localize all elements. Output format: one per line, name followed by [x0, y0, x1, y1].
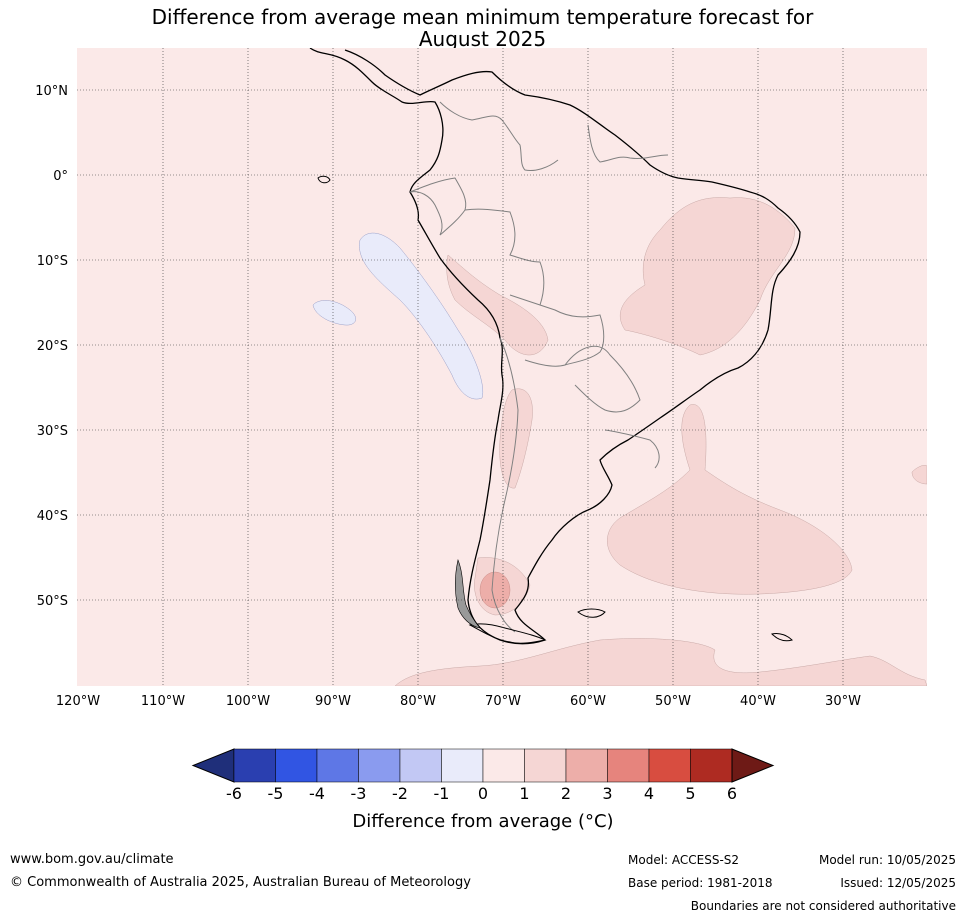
footer-copyright: © Commonwealth of Australia 2025, Austra…: [10, 875, 471, 890]
colorbar: -6 -5 -4 -3 -2 -1 0 1 2 3 4 5 6 Difference from aver…: [191, 748, 775, 832]
lat-label-30s: 30°S: [37, 424, 68, 439]
colorbar-extend-left: [191, 748, 235, 783]
colorbar-boxes: [233, 748, 733, 783]
chart-title-line-1: Difference from average mean minimum tem…: [151, 5, 814, 29]
colorbar-box: [482, 748, 525, 783]
lat-label-10s: 10°S: [37, 254, 68, 269]
colorbar-extend-right: [731, 748, 775, 783]
anomaly-region-south-atlantic: [607, 404, 853, 595]
lon-label-60w: 60°W: [570, 694, 606, 709]
lat-label-20s: 20°S: [37, 339, 68, 354]
border-paraguay: [564, 345, 641, 413]
colorbar-box: [275, 748, 318, 783]
colorbar-tick-labels: -6 -5 -4 -3 -2 -1 0 1 2 3 4 5 6: [226, 784, 737, 803]
footer-website[interactable]: www.bom.gov.au/climate: [10, 852, 174, 867]
border-bolivia: [509, 294, 605, 367]
country-borders: [409, 101, 669, 633]
footer-issued: Issued: 12/05/2025: [840, 876, 956, 890]
cool-region-pacific-2: [312, 300, 356, 326]
lon-label-100w: 100°W: [226, 694, 270, 709]
colorbar-tick-label: -1: [434, 784, 450, 803]
island-tierra-del-fuego: [468, 623, 547, 644]
border-peru-brazil: [464, 208, 545, 306]
chart-title-line-2: August 2025: [418, 27, 547, 51]
colorbar-tick-label: -2: [392, 784, 408, 803]
map-area: [77, 48, 927, 686]
colorbar-tick-label: 2: [561, 784, 571, 803]
lat-label-0: 0°: [53, 169, 68, 184]
lon-label-30w: 30°W: [825, 694, 861, 709]
latitude-labels: 10°N 0° 10°S 20°S 30°S 40°S 50°S: [35, 84, 68, 609]
border-guianas: [587, 124, 669, 163]
island-south-georgia: [771, 633, 793, 642]
lon-label-80w: 80°W: [400, 694, 436, 709]
colorbar-box: [565, 748, 608, 783]
lat-label-40s: 40°S: [37, 509, 68, 524]
colorbar-box: [648, 748, 691, 783]
colorbar-box: [690, 748, 733, 783]
lon-label-90w: 90°W: [315, 694, 351, 709]
longitude-labels: 120°W 110°W 100°W 90°W 80°W 70°W 60°W 50…: [56, 694, 861, 709]
colorbar-box: [524, 748, 567, 783]
colorbar-box: [358, 748, 401, 783]
border-uruguay: [604, 429, 660, 469]
colorbar-tick-label: 1: [519, 784, 529, 803]
border-chile-argentina: [491, 337, 519, 633]
border-ecuador: [409, 191, 443, 236]
cool-region-pacific-1: [359, 232, 484, 400]
colorbar-box: [441, 748, 484, 783]
colorbar-tick-label: -3: [351, 784, 367, 803]
anomaly-1-2-regions: [394, 197, 927, 686]
anomaly-2-3-region: [479, 571, 511, 609]
anomaly-region-east-atlantic: [911, 465, 927, 485]
colorbar-tick-label: 0: [478, 784, 488, 803]
gridlines: [77, 48, 927, 686]
colorbar-tick-label: 5: [685, 784, 695, 803]
footer-model-run: Model run: 10/05/2025: [818, 853, 956, 867]
lat-label-10n: 10°N: [35, 84, 68, 99]
islands: [317, 175, 793, 644]
anomaly-region-brazil: [620, 197, 796, 356]
colorbar-tick-label: -6: [226, 784, 242, 803]
chile-fjords: [455, 558, 481, 629]
colorbar-tick-label: 3: [602, 784, 612, 803]
colorbar-box: [607, 748, 650, 783]
colorbar-box: [399, 748, 442, 783]
anomaly-region-andes: [446, 254, 549, 356]
island-falklands: [577, 608, 606, 618]
colorbar-label: Difference from average (°C): [352, 811, 613, 832]
lon-label-40w: 40°W: [740, 694, 776, 709]
lon-label-110w: 110°W: [141, 694, 185, 709]
lat-label-50s: 50°S: [37, 594, 68, 609]
footer-base-period: Base period: 1981-2018: [628, 876, 773, 890]
colorbar-tick-label: 4: [644, 784, 654, 803]
colorbar-box: [233, 748, 276, 783]
colorbar-box: [316, 748, 359, 783]
anomaly-neg1-0-regions: [312, 232, 484, 400]
lon-label-50w: 50°W: [655, 694, 691, 709]
footer-disclaimer: Boundaries are not considered authoritat…: [690, 899, 956, 913]
island-galapagos: [317, 175, 331, 184]
border-colombia-venezuela: [439, 101, 559, 171]
border-colombia-peru: [409, 177, 467, 236]
footer-model: Model: ACCESS-S2: [628, 853, 740, 867]
lon-label-70w: 70°W: [485, 694, 521, 709]
colorbar-tick-label: -5: [268, 784, 284, 803]
anomaly-region-southern-ocean: [394, 638, 927, 686]
colorbar-tick-label: -4: [309, 784, 325, 803]
colorbar-tick-label: 6: [727, 784, 737, 803]
lon-label-120w: 120°W: [56, 694, 100, 709]
